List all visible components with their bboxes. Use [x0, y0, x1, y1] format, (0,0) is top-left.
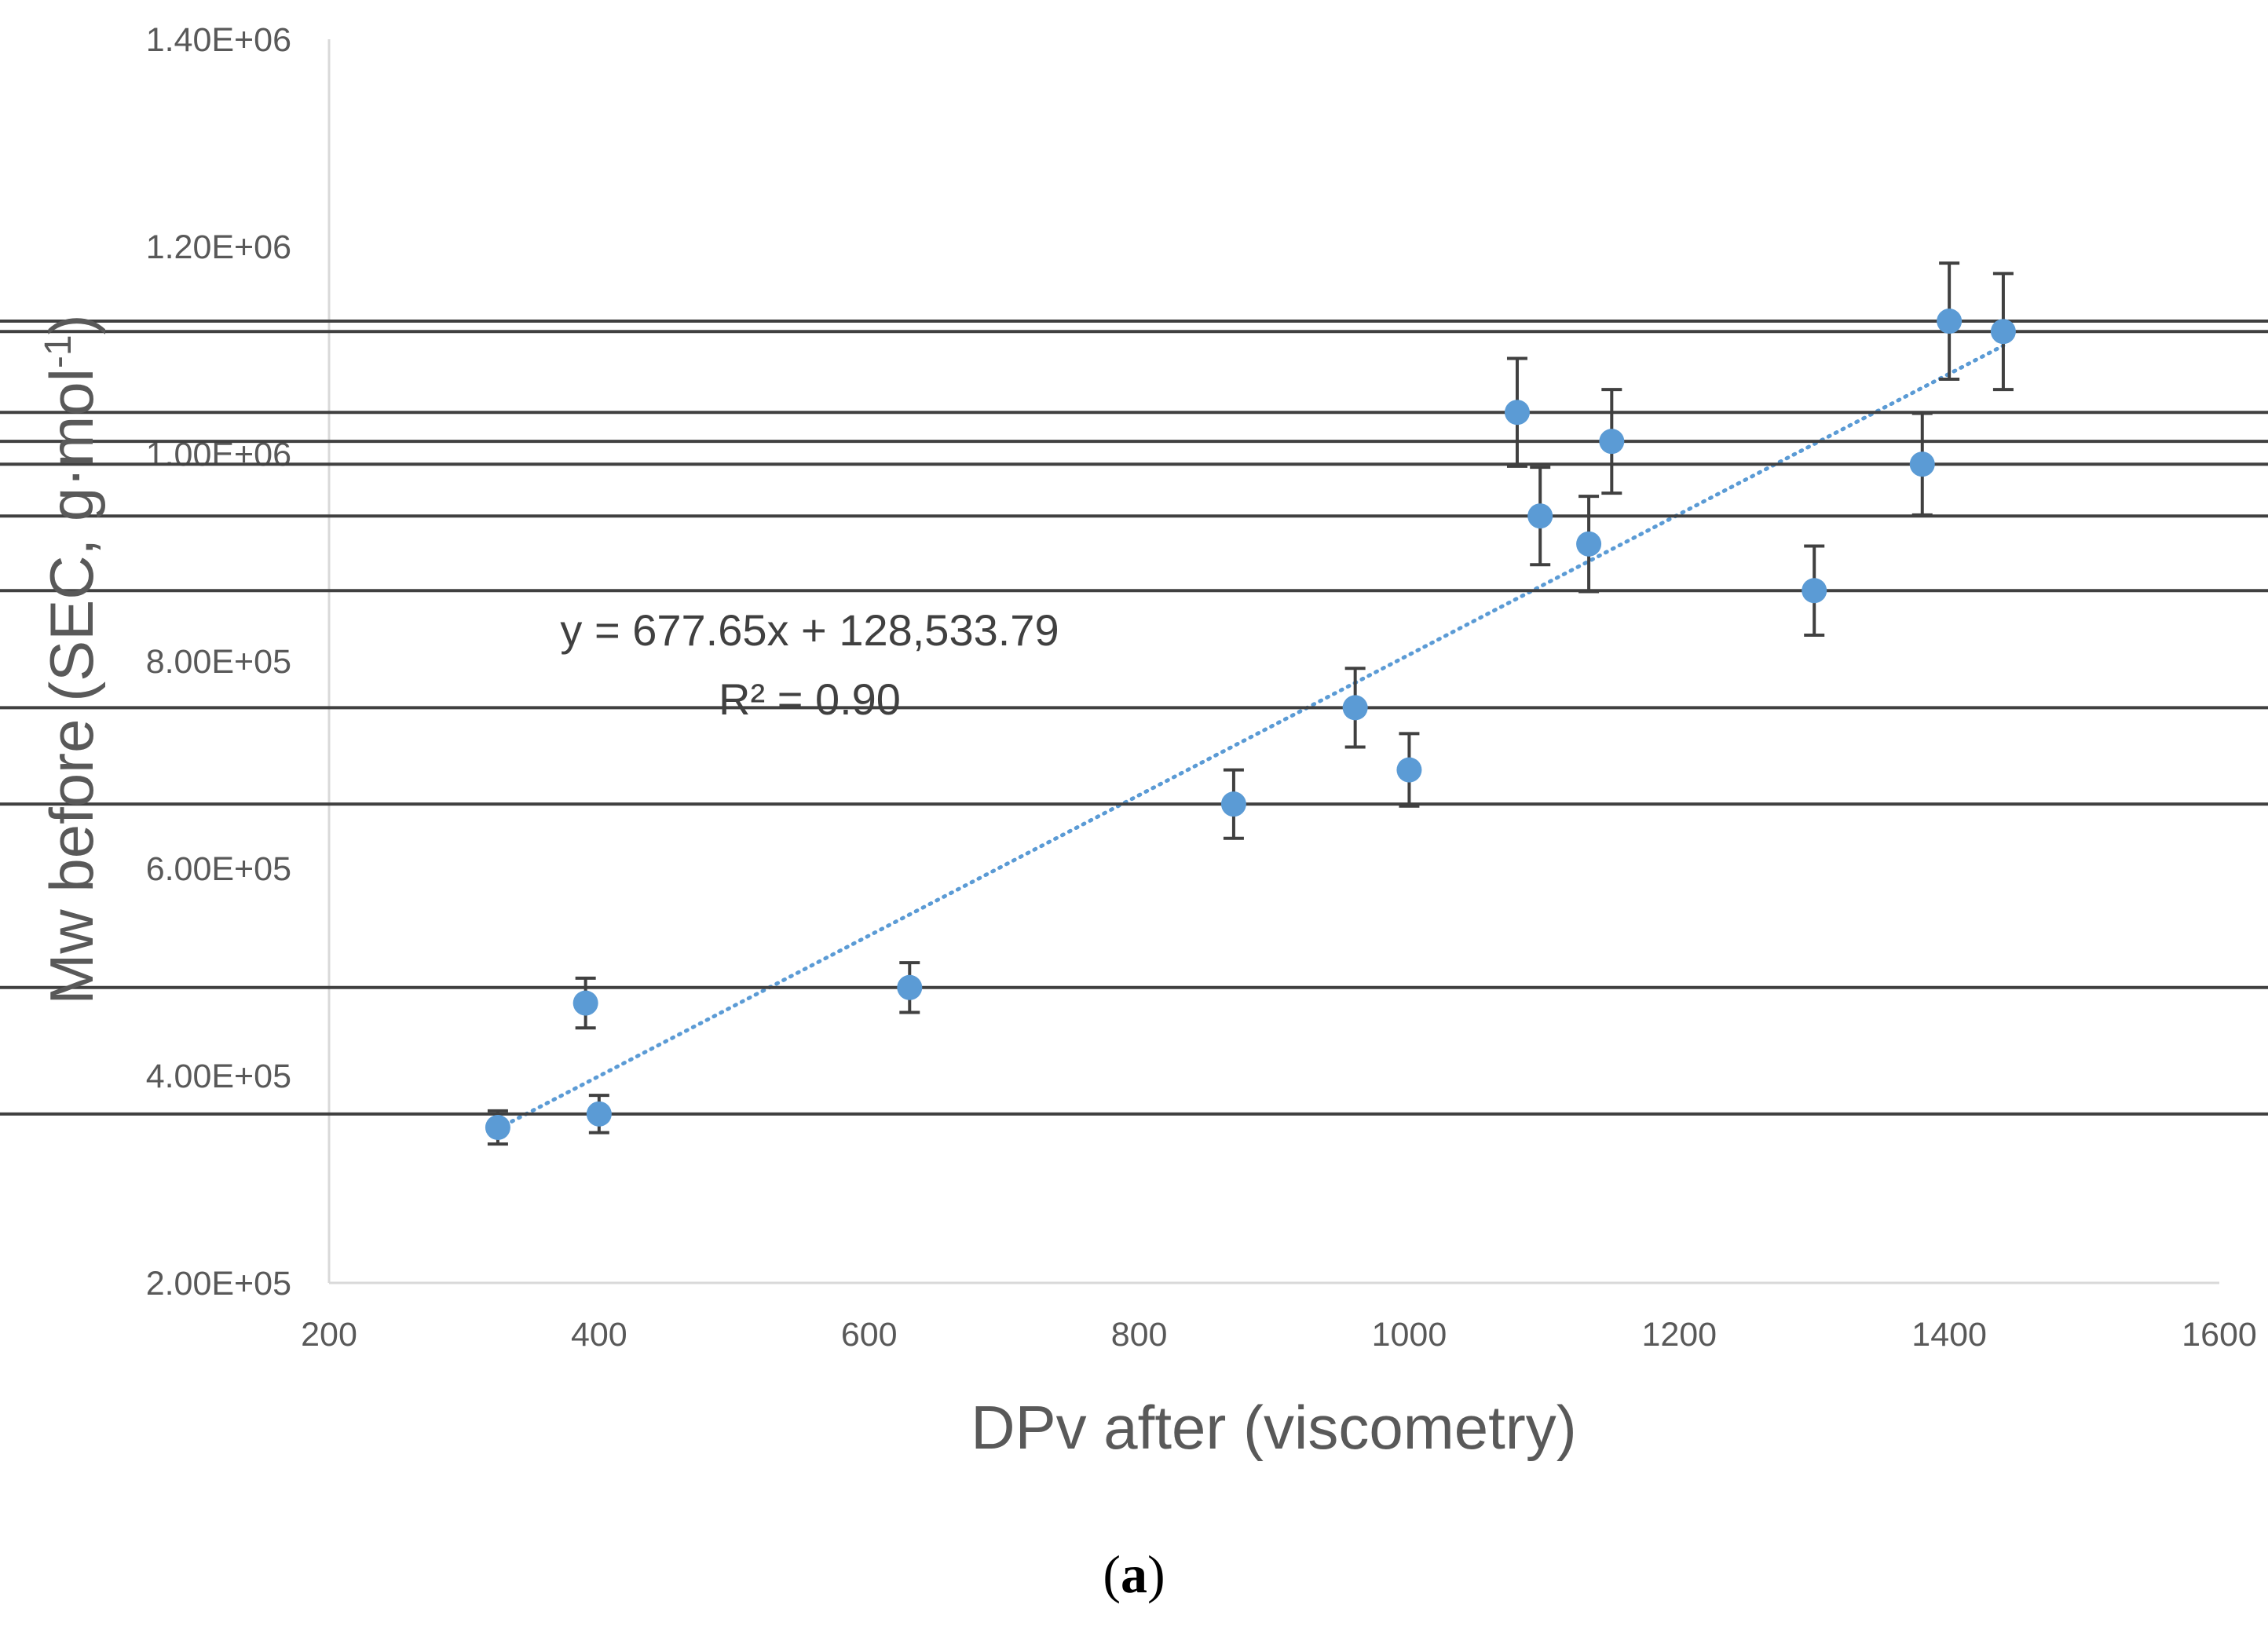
x-tick-label: 1000: [1372, 1316, 1447, 1354]
x-tick-label: 800: [1111, 1316, 1168, 1354]
trendline: [496, 343, 2006, 1131]
y-axis-title: Mw before (SEC, g·mol-1): [37, 314, 106, 1004]
panel-label-letter: a: [1121, 1544, 1147, 1604]
y-tick-label: 6.00E+05: [146, 850, 291, 888]
data-point: [1220, 791, 1246, 817]
x-tick-label: 200: [301, 1316, 357, 1354]
y-axis-title-main: Mw before (SEC, g·mol: [37, 368, 106, 1005]
data-point: [1599, 429, 1625, 455]
trendline-group: [496, 343, 2006, 1131]
axes: [327, 39, 2219, 1284]
y-tick-label: 4.00E+05: [146, 1058, 291, 1095]
data-point: [1909, 451, 1935, 477]
data-point: [1396, 757, 1422, 783]
x-tick-label: 1200: [1641, 1316, 1717, 1354]
y-tick-label: 2.00E+05: [146, 1265, 291, 1303]
data-point: [1504, 400, 1530, 426]
data-point: [1990, 319, 2016, 345]
x-tick-label: 1600: [2182, 1316, 2257, 1354]
data-point: [572, 990, 598, 1016]
data-point: [485, 1115, 510, 1140]
trendline-r2: R² = 0.90: [719, 674, 901, 724]
data-point: [1342, 695, 1368, 721]
data-point: [897, 974, 923, 1000]
data-point: [1576, 531, 1602, 557]
y-axis-title-superscript: -1: [38, 334, 79, 368]
data-point: [1802, 578, 1827, 604]
x-tick-label: 400: [571, 1316, 627, 1354]
panel-label-close: ): [1147, 1544, 1165, 1604]
error-bars: [0, 261, 2268, 1146]
y-tick-label: 8.00E+05: [146, 643, 291, 681]
trendline-equation: y = 677.65x + 128,533.79: [560, 605, 1059, 655]
x-tick-label: 1400: [1911, 1316, 1987, 1354]
y-axis-title-close: ): [37, 314, 106, 334]
y-tick-label: 1.20E+06: [146, 228, 291, 266]
x-tick-labels: 200 400 600 800 1000 1200 1400 1600: [301, 1316, 2257, 1354]
data-points: [485, 309, 2016, 1140]
data-point: [586, 1101, 612, 1127]
data-point: [1937, 309, 1963, 334]
panel-label-open: (: [1103, 1544, 1121, 1604]
x-tick-label: 600: [841, 1316, 898, 1354]
panel-label: (a): [1103, 1544, 1165, 1604]
y-tick-labels: 2.00E+054.00E+056.00E+058.00E+051.00E+06…: [146, 21, 291, 1303]
data-point: [1527, 503, 1553, 529]
y-tick-label: 1.40E+06: [146, 21, 291, 59]
x-axis-title: DPv after (viscometry): [971, 1393, 1576, 1462]
